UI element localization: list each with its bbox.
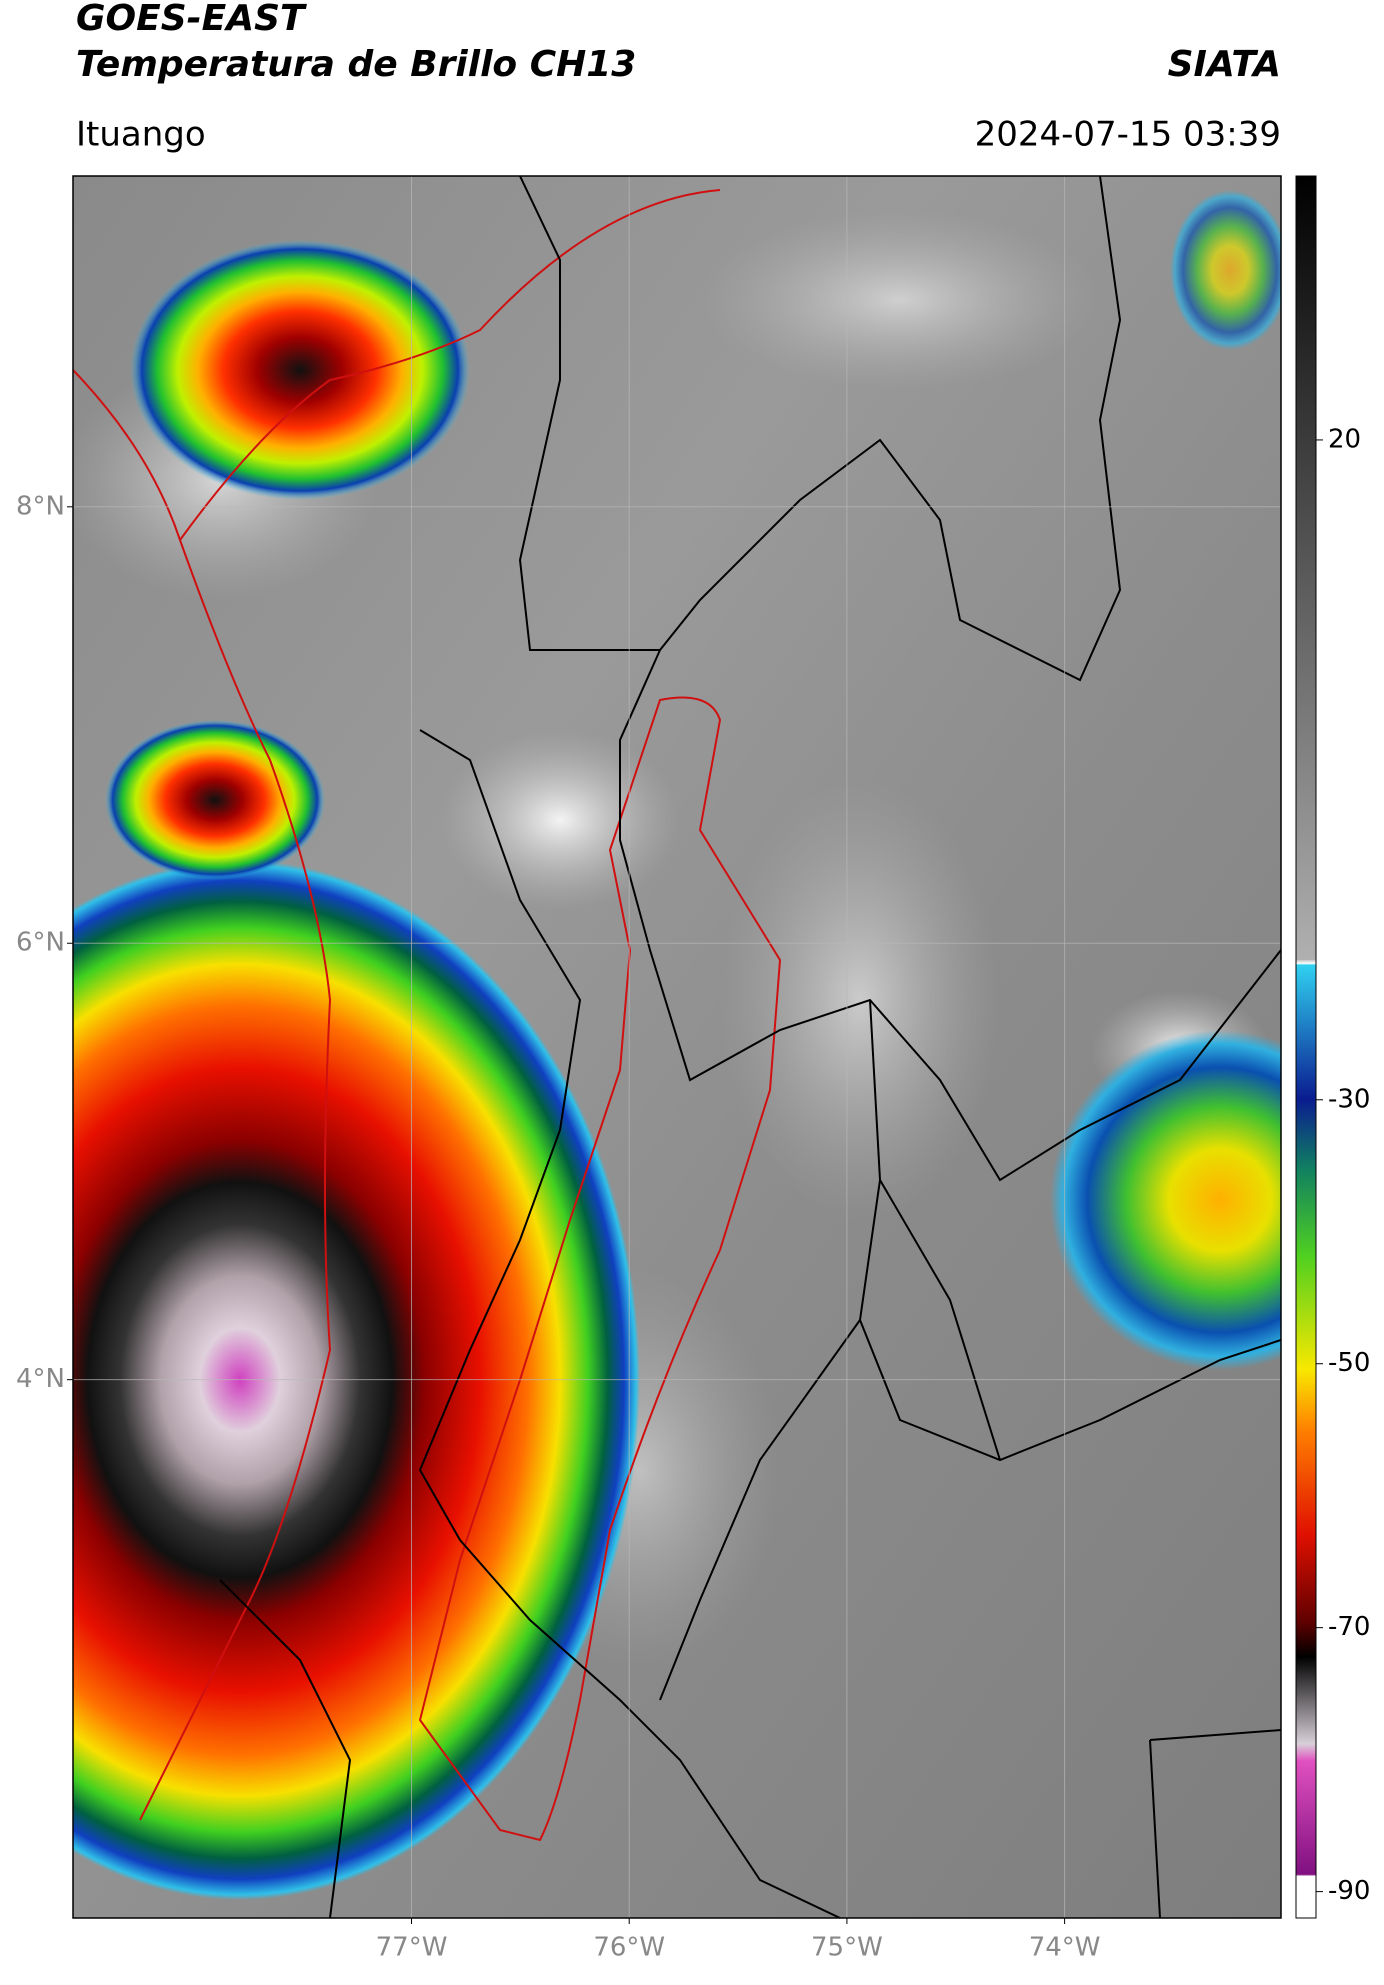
title-line1: GOES-EAST — [76, 0, 307, 39]
map-imagery — [73, 176, 1281, 1918]
lon-tick-label: 75°W — [811, 1933, 883, 1963]
lon-tick-label: 77°W — [376, 1933, 448, 1963]
graticule — [73, 176, 1281, 1918]
colorbar-tick-label: -50 — [1328, 1348, 1370, 1378]
lon-tick-label: 74°W — [1029, 1933, 1101, 1963]
source: SIATA — [1168, 44, 1281, 85]
lat-tick-label: 6°N — [16, 928, 65, 958]
map-frame — [72, 175, 1282, 1919]
lat-tick-label: 8°N — [16, 491, 65, 521]
colorbar-tick-label: -90 — [1328, 1876, 1370, 1906]
colorbar-tick-label: -30 — [1328, 1084, 1370, 1114]
lon-tick-label: 76°W — [593, 1933, 665, 1963]
region: Ituango — [76, 115, 206, 155]
colorbar-tick-label: 20 — [1328, 424, 1361, 454]
timestamp: 2024-07-15 03:39 — [975, 115, 1281, 155]
lat-tick-label: 4°N — [16, 1364, 65, 1394]
colorbar-tick-label: -70 — [1328, 1612, 1370, 1642]
title-line2: Temperatura de Brillo CH13 — [76, 44, 636, 85]
colorbar — [1295, 175, 1317, 1919]
